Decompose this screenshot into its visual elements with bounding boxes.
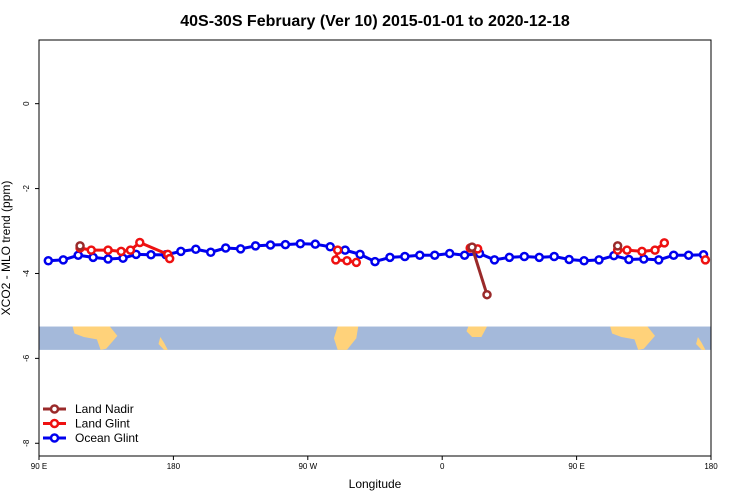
data-point bbox=[668, 250, 679, 260]
land-mass bbox=[466, 326, 487, 337]
series-line-segment bbox=[139, 241, 169, 256]
y-tick-label: -2 bbox=[22, 184, 31, 192]
x-tick-label: 0 bbox=[440, 462, 445, 471]
data-point bbox=[639, 254, 649, 264]
data-point bbox=[467, 242, 477, 252]
chart-title: 40S-30S February (Ver 10) 2015-01-01 to … bbox=[180, 13, 570, 30]
data-point bbox=[700, 255, 711, 265]
legend-item-land-nadir: Land Nadir bbox=[43, 402, 134, 416]
data-point bbox=[103, 254, 113, 264]
data-point bbox=[176, 246, 186, 257]
land-mass bbox=[610, 326, 655, 350]
data-point bbox=[103, 245, 113, 255]
data-point bbox=[482, 289, 492, 300]
data-point bbox=[624, 254, 634, 265]
data-point bbox=[58, 255, 69, 265]
data-point bbox=[73, 250, 83, 260]
land-mass bbox=[158, 337, 168, 350]
data-point bbox=[146, 250, 156, 260]
y-axis: 0 -2 -4 -6 -8 bbox=[22, 101, 39, 447]
data-point bbox=[325, 241, 335, 252]
data-point bbox=[504, 252, 515, 263]
data-point bbox=[75, 241, 85, 251]
data-point bbox=[342, 255, 352, 266]
data-point bbox=[683, 250, 694, 260]
data-point bbox=[250, 241, 261, 251]
y-tick-label: -6 bbox=[22, 354, 31, 362]
data-point bbox=[429, 250, 440, 260]
y-tick-label: -8 bbox=[22, 439, 31, 447]
plot-frame bbox=[38, 39, 712, 457]
series-line-segment bbox=[470, 246, 489, 296]
data-point bbox=[235, 244, 246, 254]
x-tick-label: 90 W bbox=[298, 462, 317, 471]
legend-item-ocean-glint: Ocean Glint bbox=[43, 431, 139, 445]
data-point bbox=[400, 251, 410, 262]
data-point bbox=[220, 243, 231, 253]
data-point bbox=[594, 255, 604, 265]
data-point bbox=[637, 246, 647, 257]
series-land-nadir bbox=[75, 241, 623, 300]
y-tick-label: -4 bbox=[22, 269, 31, 277]
data-point bbox=[164, 253, 175, 264]
data-point bbox=[265, 240, 276, 250]
data-point bbox=[564, 254, 574, 265]
data-point bbox=[459, 250, 470, 260]
data-point bbox=[385, 252, 395, 263]
data-point bbox=[612, 241, 623, 251]
legend-label: Land Nadir bbox=[75, 402, 134, 416]
x-axis: 90 E 180 90 W 0 90 E 180 bbox=[31, 456, 718, 471]
data-point bbox=[444, 248, 455, 259]
land-mass bbox=[696, 337, 706, 350]
data-point bbox=[579, 255, 589, 266]
legend-label: Land Glint bbox=[75, 417, 130, 431]
legend-swatch-marker bbox=[49, 418, 60, 429]
legend-label: Ocean Glint bbox=[75, 431, 139, 445]
data-point bbox=[331, 255, 341, 265]
land-mass bbox=[333, 326, 359, 350]
series-layer bbox=[43, 237, 711, 300]
data-point bbox=[370, 256, 380, 267]
data-point bbox=[43, 255, 54, 266]
data-point bbox=[415, 250, 425, 260]
data-point bbox=[310, 239, 321, 249]
data-point bbox=[622, 245, 632, 255]
land-mass bbox=[72, 326, 118, 350]
data-point bbox=[205, 247, 216, 257]
data-point bbox=[340, 245, 350, 255]
data-point bbox=[88, 252, 98, 263]
ocean-band bbox=[39, 326, 711, 350]
data-point bbox=[489, 255, 500, 265]
y-tick-label: 0 bbox=[22, 101, 31, 106]
data-point bbox=[351, 257, 362, 268]
x-axis-label: Longitude bbox=[349, 477, 402, 491]
data-point bbox=[135, 237, 145, 248]
x-tick-label: 90 E bbox=[568, 462, 584, 471]
data-point bbox=[355, 249, 365, 260]
x-tick-label: 90 E bbox=[31, 462, 47, 471]
data-point bbox=[332, 245, 343, 255]
y-axis-label: XCO2 - MLO trend (ppm) bbox=[0, 181, 13, 316]
map-band bbox=[39, 326, 711, 350]
legend-swatch-marker bbox=[49, 433, 60, 443]
data-point bbox=[659, 238, 670, 248]
data-point bbox=[534, 252, 545, 263]
data-point bbox=[125, 245, 136, 255]
legend-swatch-marker bbox=[49, 404, 60, 414]
data-point bbox=[280, 239, 291, 250]
x-tick-label: 180 bbox=[167, 462, 181, 471]
data-point bbox=[549, 251, 559, 262]
data-point bbox=[116, 246, 126, 257]
data-point bbox=[650, 245, 660, 255]
data-point bbox=[295, 239, 306, 249]
data-point bbox=[191, 244, 201, 255]
data-point bbox=[653, 255, 664, 265]
legend-item-land-glint: Land Glint bbox=[43, 417, 130, 431]
x-tick-label: 180 bbox=[704, 462, 718, 471]
data-point bbox=[519, 251, 530, 262]
data-point bbox=[86, 245, 97, 255]
